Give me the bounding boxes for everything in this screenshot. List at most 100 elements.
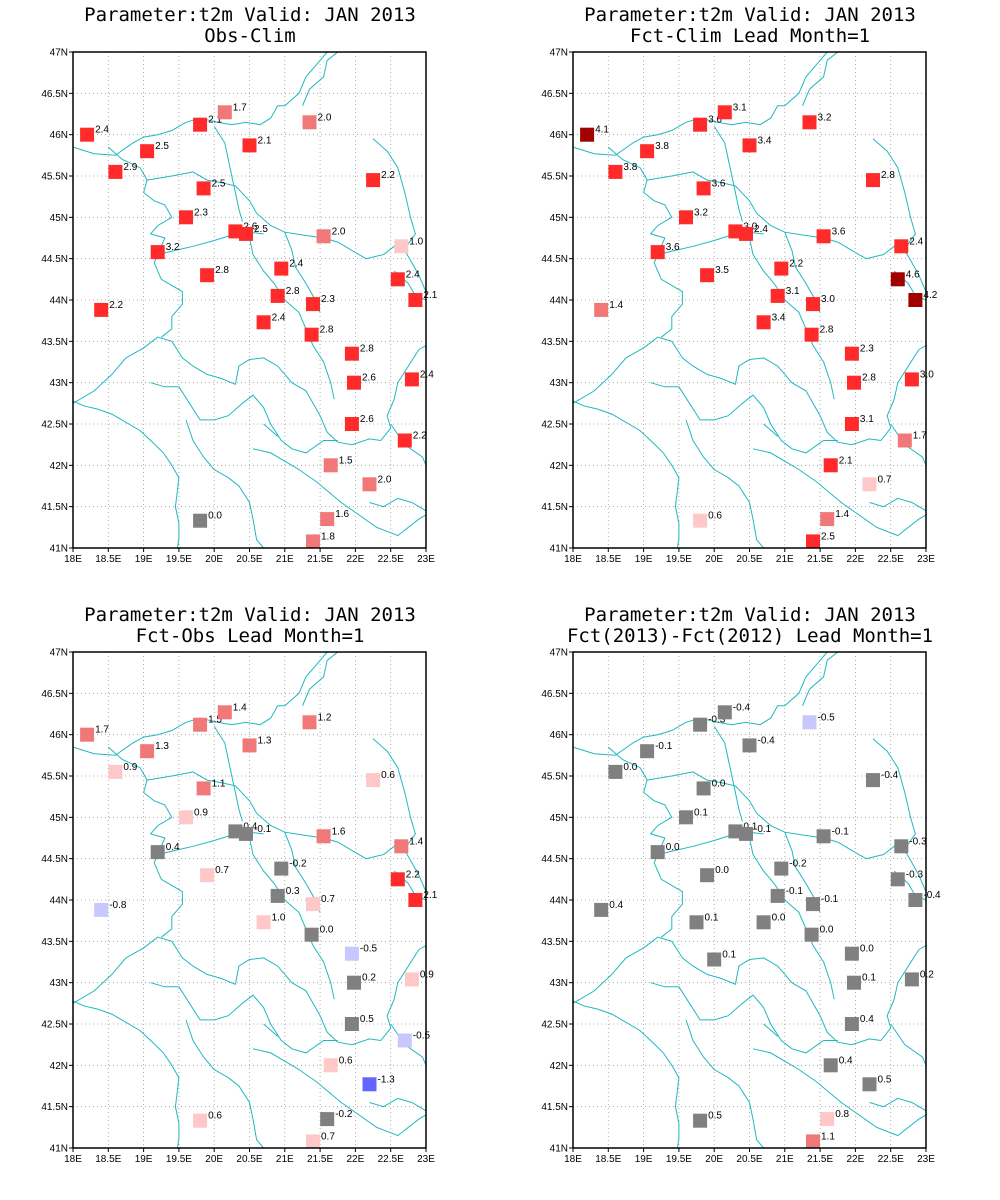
station-marker (179, 210, 193, 225)
station-value-label: 0.1 (862, 973, 876, 984)
y-tick-label: 45.5N (41, 172, 68, 183)
station-value-label: 2.1 (839, 455, 853, 466)
station-marker (390, 272, 405, 287)
station-value-label: 0.4 (609, 900, 623, 911)
panel-subtitle: Fct(2013)-Fct(2012) Lead Month=1 (567, 625, 933, 647)
station-marker (894, 839, 909, 854)
x-tick-label: 22E (847, 1154, 865, 1165)
station-value-label: 3.2 (166, 242, 180, 253)
station-marker (193, 717, 208, 732)
station-marker (770, 888, 785, 903)
station-marker (717, 105, 732, 120)
station-marker (140, 744, 155, 759)
station-value-label: 0.6 (708, 511, 722, 522)
station-marker (200, 868, 215, 883)
border-line (252, 1048, 427, 1137)
y-tick-label: 44N (50, 296, 68, 307)
x-tick-label: 22.5E (878, 554, 904, 565)
station-value-label: 4.6 (906, 269, 920, 280)
station-value-label: 3.5 (715, 265, 729, 276)
station-value-label: 0.5 (878, 1074, 892, 1085)
x-tick-label: 20E (205, 1154, 223, 1165)
station-marker (640, 144, 655, 159)
y-tick-label: 45N (50, 813, 68, 824)
station-marker (304, 327, 319, 342)
station-value-label: 2.1 (208, 115, 222, 126)
station-value-label: 2.8 (286, 286, 300, 297)
station-marker (344, 946, 359, 961)
station-value-label: 2.5 (212, 178, 226, 189)
station-value-label: 2.2 (789, 259, 803, 270)
station-marker (594, 902, 609, 917)
station-marker (397, 1033, 412, 1048)
station-marker (862, 477, 877, 492)
border-line (685, 419, 764, 549)
station-marker (242, 738, 257, 753)
station-value-label: 2.2 (413, 431, 427, 442)
station-markers: 1.7 1.3 0.9 1.5 1.4 1.3 1.2 1.1 0.6 0.9 0.4 -0.1 1.6… (80, 702, 438, 1149)
station-marker (270, 288, 285, 303)
station-value-label: -0.2 (789, 859, 807, 870)
station-value-label: 2.4 (754, 224, 768, 235)
station-value-label: 2.6 (360, 414, 374, 425)
station-value-label: 1.8 (321, 531, 335, 542)
x-tick-label: 21.5E (307, 554, 333, 565)
station-value-label: 2.5 (155, 141, 169, 152)
station-value-label: 0.7 (321, 894, 335, 905)
border-line (213, 726, 243, 822)
station-marker (739, 226, 753, 241)
border-line (302, 51, 339, 106)
station-value-label: 0.4 (839, 1055, 853, 1066)
station-value-label: -0.5 (360, 944, 378, 955)
station-value-label: 1.3 (155, 741, 169, 752)
station-marker (847, 975, 861, 990)
map-grid (573, 652, 926, 1148)
y-tick-label: 44.5N (41, 254, 68, 265)
station-marker (408, 293, 423, 307)
station-marker (728, 224, 743, 239)
x-tick-label: 18E (64, 554, 82, 565)
map-grid (73, 652, 426, 1148)
station-value-label: -0.3 (708, 715, 726, 726)
border-line (650, 982, 838, 1054)
station-marker (270, 888, 285, 903)
station-value-label: 1.4 (835, 509, 849, 520)
x-tick-label: 22.5E (378, 1154, 404, 1165)
station-value-label: -0.4 (881, 770, 899, 781)
station-value-label: 1.7 (913, 431, 927, 442)
station-value-label: 2.4 (272, 312, 286, 323)
station-value-label: 2.0 (332, 226, 346, 237)
station-value-label: 0.7 (321, 1131, 335, 1142)
station-marker (239, 226, 253, 241)
station-marker (347, 375, 361, 390)
station-marker (689, 915, 704, 930)
station-marker (306, 534, 320, 549)
station-value-label: 1.5 (339, 455, 353, 466)
y-tick-label: 43N (550, 378, 568, 389)
y-tick-label: 41N (550, 544, 568, 555)
station-value-label: 1.7 (233, 102, 247, 113)
station-marker (193, 513, 208, 528)
x-tick-label: 18E (564, 1154, 582, 1165)
station-marker (306, 297, 320, 312)
station-value-label: 2.5 (254, 224, 268, 235)
y-tick-label: 42.5N (541, 420, 568, 431)
station-marker (140, 144, 155, 159)
station-value-label: 0.0 (666, 842, 680, 853)
station-marker (844, 417, 859, 431)
station-marker (94, 302, 109, 317)
station-value-label: -0.3 (906, 869, 924, 880)
x-tick-label: 22E (847, 554, 865, 565)
x-tick-label: 22.5E (878, 1154, 904, 1165)
x-tick-label: 21E (276, 1154, 294, 1165)
y-tick-label: 45.5N (541, 172, 568, 183)
border-line (763, 423, 779, 437)
panel-fct-clim: Parameter:t2m Valid: JAN 2013 Fct-Clim L… (541, 4, 937, 565)
station-marker (904, 372, 919, 387)
station-marker (847, 375, 861, 390)
station-value-label: 3.6 (666, 242, 680, 253)
panel-subtitle: Fct-Clim Lead Month=1 (630, 25, 870, 47)
station-marker (404, 372, 419, 387)
station-marker (844, 946, 859, 961)
station-value-label: 1.4 (233, 702, 247, 713)
